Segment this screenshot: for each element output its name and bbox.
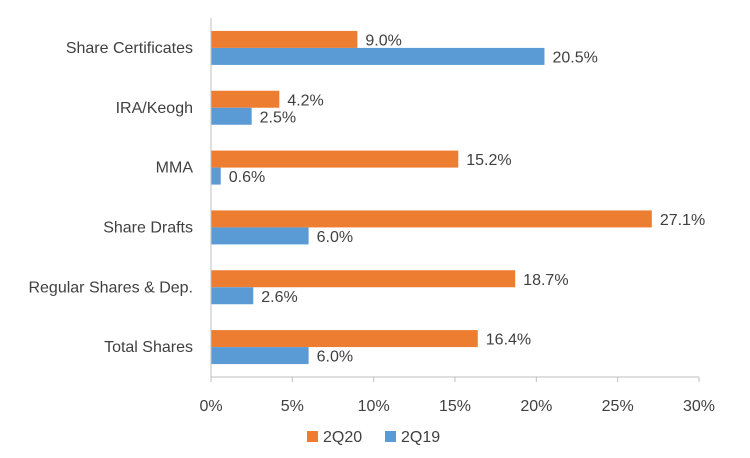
bar-2q20-regular-shares-dep bbox=[211, 270, 516, 288]
bar-2q20-mma bbox=[211, 150, 459, 168]
data-label-2q19-total-shares: 6.0% bbox=[317, 349, 353, 366]
legend-swatch-2q19 bbox=[385, 431, 396, 442]
bar-2q19-total-shares bbox=[211, 347, 309, 365]
category-label-regular-shares-dep: Regular Shares & Dep. bbox=[28, 279, 193, 296]
bar-2q20-share-certificates bbox=[211, 30, 358, 48]
data-label-2q20-share-drafts: 27.1% bbox=[660, 212, 705, 229]
category-label-share-drafts: Share Drafts bbox=[103, 219, 193, 236]
data-label-2q20-share-certificates: 9.0% bbox=[365, 32, 401, 49]
data-label-2q19-share-certificates: 20.5% bbox=[552, 49, 597, 66]
bar-2q20-share-drafts bbox=[211, 210, 652, 228]
x-tick-label: 5% bbox=[281, 398, 304, 415]
bar-2q20-total-shares bbox=[211, 330, 478, 348]
category-label-share-certificates: Share Certificates bbox=[66, 40, 193, 57]
x-tick-label: 20% bbox=[520, 398, 552, 415]
category-label-total-shares: Total Shares bbox=[104, 339, 193, 356]
category-label-ira-keogh: IRA/Keogh bbox=[116, 100, 193, 117]
data-label-2q20-total-shares: 16.4% bbox=[486, 332, 531, 349]
data-label-2q20-mma: 15.2% bbox=[466, 152, 511, 169]
category-label-mma: MMA bbox=[156, 160, 194, 177]
legend: 2Q20 2Q19 bbox=[307, 429, 440, 446]
bar-2q19-share-certificates bbox=[211, 47, 545, 65]
bars-group bbox=[211, 30, 652, 365]
bar-2q19-share-drafts bbox=[211, 227, 309, 245]
bar-2q19-mma bbox=[211, 167, 221, 185]
data-label-2q19-mma: 0.6% bbox=[229, 169, 265, 186]
x-tick-label: 15% bbox=[439, 398, 471, 415]
bar-2q19-ira-keogh bbox=[211, 107, 252, 125]
data-label-2q19-ira-keogh: 2.5% bbox=[260, 109, 296, 126]
data-label-2q19-regular-shares-dep: 2.6% bbox=[261, 289, 297, 306]
data-label-2q19-share-drafts: 6.0% bbox=[317, 229, 353, 246]
value-labels: 9.0% 20.5% 4.2%2.5% 15.2% 0.6% 27.1% 6.0% 18.7%… bbox=[229, 32, 705, 365]
x-tick-label: 30% bbox=[683, 398, 715, 415]
legend-swatch-2q20 bbox=[307, 431, 318, 442]
data-label-2q20-regular-shares-dep: 18.7% bbox=[523, 272, 568, 289]
legend-label-2q20: 2Q20 bbox=[323, 429, 362, 446]
x-tick-label: 25% bbox=[602, 398, 634, 415]
x-axis-ticks: 0% 5% 10% 15% 20% 25% 30% bbox=[199, 377, 715, 415]
x-tick-label: 0% bbox=[199, 398, 222, 415]
bar-2q20-ira-keogh bbox=[211, 90, 280, 108]
category-labels: Share Certificates IRA/Keogh MMA Share Draf… bbox=[28, 40, 193, 356]
bar-2q19-regular-shares-dep bbox=[211, 287, 254, 305]
legend-label-2q19: 2Q19 bbox=[401, 429, 440, 446]
x-tick-label: 10% bbox=[358, 398, 390, 415]
data-label-2q20-ira-keogh: 4.2% bbox=[287, 92, 323, 109]
